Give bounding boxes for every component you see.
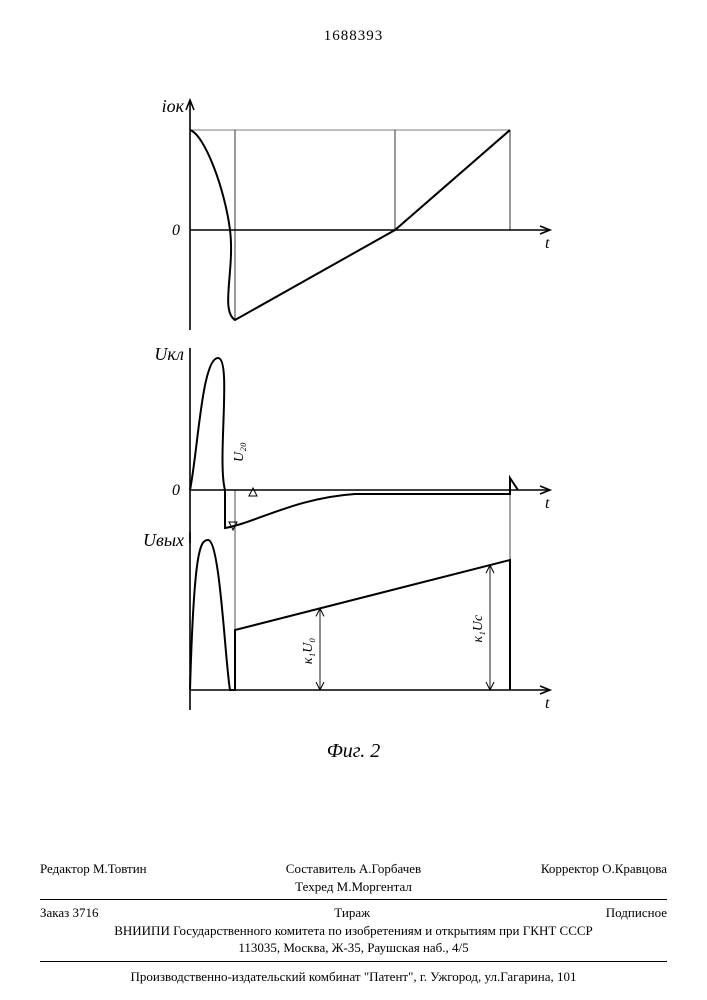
svg-text:t: t (545, 495, 550, 512)
corrector: Корректор О.Кравцова (487, 860, 667, 895)
compiler: Составитель А.Горбачев (220, 860, 487, 878)
podpis: Подписное (606, 904, 667, 922)
figure-svg: iок t 0 Uкл t 0 U₂₀ Uвых t к₁U₀ к₁Uс (130, 90, 560, 730)
svg-text:Uвых: Uвых (143, 530, 184, 550)
vniip-line2: 113035, Москва, Ж-35, Раушская наб., 4/5 (40, 939, 667, 957)
svg-text:t: t (545, 235, 550, 252)
figure-caption: Фиг. 2 (0, 740, 707, 763)
page-number: 1688393 (0, 28, 707, 45)
bottom-publisher: Производственно-издательский комбинат "П… (40, 968, 667, 986)
svg-text:0: 0 (172, 222, 180, 239)
svg-text:к₁U₀: к₁U₀ (301, 638, 316, 665)
footer-block: Редактор М.Товтин Составитель А.Горбачев… (40, 860, 667, 985)
techred: Техред М.Моргентал (220, 878, 487, 896)
svg-text:Uкл: Uкл (154, 344, 184, 364)
divider-2 (40, 961, 667, 962)
editor: Редактор М.Товтин (40, 860, 220, 895)
order: Заказ 3716 (40, 904, 99, 922)
svg-text:U₂₀: U₂₀ (232, 442, 247, 462)
tirazh: Тираж (334, 904, 370, 922)
svg-text:iок: iок (162, 96, 185, 116)
svg-text:t: t (545, 695, 550, 712)
svg-text:к₁Uс: к₁Uс (471, 614, 486, 643)
figure: iок t 0 Uкл t 0 U₂₀ Uвых t к₁U₀ к₁Uс (130, 90, 560, 730)
svg-text:0: 0 (172, 482, 180, 499)
vniip-line1: ВНИИПИ Государственного комитета по изоб… (40, 922, 667, 940)
divider-1 (40, 899, 667, 900)
